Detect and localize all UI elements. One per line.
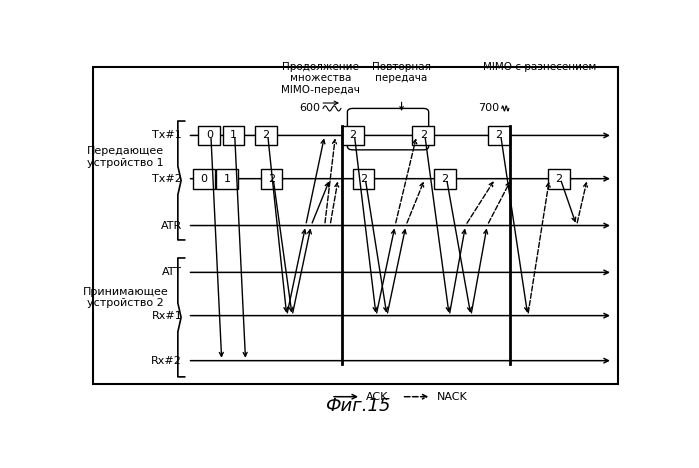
Text: 2: 2 xyxy=(441,174,449,183)
FancyBboxPatch shape xyxy=(216,169,238,189)
Text: 700: 700 xyxy=(478,103,499,113)
Text: 0: 0 xyxy=(206,131,212,140)
Text: 2: 2 xyxy=(360,174,367,183)
Text: 2: 2 xyxy=(268,174,275,183)
FancyBboxPatch shape xyxy=(488,125,510,146)
Text: Продолжение
множества
MIMO-передач: Продолжение множества MIMO-передач xyxy=(281,62,360,95)
Text: 2: 2 xyxy=(263,131,270,140)
FancyBboxPatch shape xyxy=(223,125,245,146)
FancyBboxPatch shape xyxy=(434,169,456,189)
Text: ATR: ATR xyxy=(161,220,182,231)
FancyBboxPatch shape xyxy=(193,169,215,189)
Text: Повторная
передача: Повторная передача xyxy=(372,62,431,83)
Text: Rx#1: Rx#1 xyxy=(152,311,182,321)
FancyBboxPatch shape xyxy=(199,125,220,146)
Text: Принимающее
устройство 2: Принимающее устройство 2 xyxy=(82,287,168,308)
Text: 600: 600 xyxy=(299,103,320,113)
FancyBboxPatch shape xyxy=(255,125,277,146)
Text: 2: 2 xyxy=(496,131,503,140)
Text: ACK: ACK xyxy=(366,392,389,402)
Text: 2: 2 xyxy=(350,131,356,140)
FancyBboxPatch shape xyxy=(261,169,282,189)
FancyBboxPatch shape xyxy=(412,125,434,146)
Text: 0: 0 xyxy=(201,174,208,183)
Text: Фиг.15: Фиг.15 xyxy=(326,397,391,415)
FancyBboxPatch shape xyxy=(93,67,618,384)
Text: Tx#1: Tx#1 xyxy=(152,131,182,140)
FancyBboxPatch shape xyxy=(548,169,570,189)
Text: 1: 1 xyxy=(224,174,231,183)
Text: ATT: ATT xyxy=(162,267,182,278)
Text: 2: 2 xyxy=(419,131,427,140)
FancyBboxPatch shape xyxy=(353,169,375,189)
FancyBboxPatch shape xyxy=(342,125,363,146)
Text: MIMO с разнесением: MIMO с разнесением xyxy=(483,62,596,72)
FancyBboxPatch shape xyxy=(347,109,428,150)
Text: Rx#2: Rx#2 xyxy=(151,356,182,366)
Text: 1: 1 xyxy=(230,131,237,140)
Text: Передающее
устройство 1: Передающее устройство 1 xyxy=(87,146,164,168)
Text: Tx#2: Tx#2 xyxy=(152,174,182,183)
Text: 2: 2 xyxy=(555,174,562,183)
Text: NACK: NACK xyxy=(437,392,468,402)
